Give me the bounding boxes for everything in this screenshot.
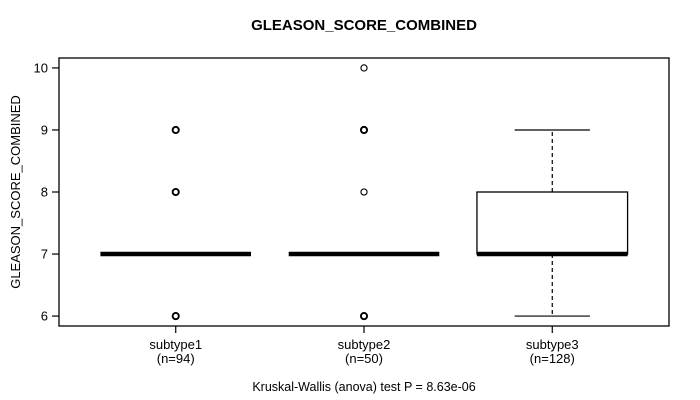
chart-title: GLEASON_SCORE_COMBINED [251, 17, 477, 34]
y-tick-label: 10 [34, 60, 48, 75]
group-count-label: (n=50) [345, 351, 383, 366]
y-tick-label: 8 [41, 185, 48, 200]
y-tick-label: 7 [41, 247, 48, 262]
outlier-point [359, 312, 369, 321]
group-count-label: (n=128) [530, 351, 575, 366]
y-tick-label: 9 [41, 122, 48, 137]
plot-area: 6 7 8 9 10 subtype1(n=94) subtype2(n=50) subtyp… [34, 57, 670, 366]
group-label: subtype3 [526, 337, 579, 352]
outlier-point [360, 188, 368, 196]
stat-test-caption: Kruskal-Wallis (anova) test P = 8.63e-06 [252, 380, 475, 394]
group-label: subtype2 [338, 337, 391, 352]
outlier-point [359, 125, 369, 135]
group-count-label: (n=94) [157, 351, 195, 366]
y-tick-label: 6 [41, 309, 48, 324]
outlier-point [171, 187, 180, 197]
outlier-point [360, 64, 368, 72]
iqr-box [476, 191, 629, 255]
outlier-point [171, 125, 180, 135]
outlier-point [171, 312, 180, 321]
y-axis-label: GLEASON_SCORE_COMBINED [8, 95, 23, 289]
group-label: subtype1 [149, 337, 202, 352]
